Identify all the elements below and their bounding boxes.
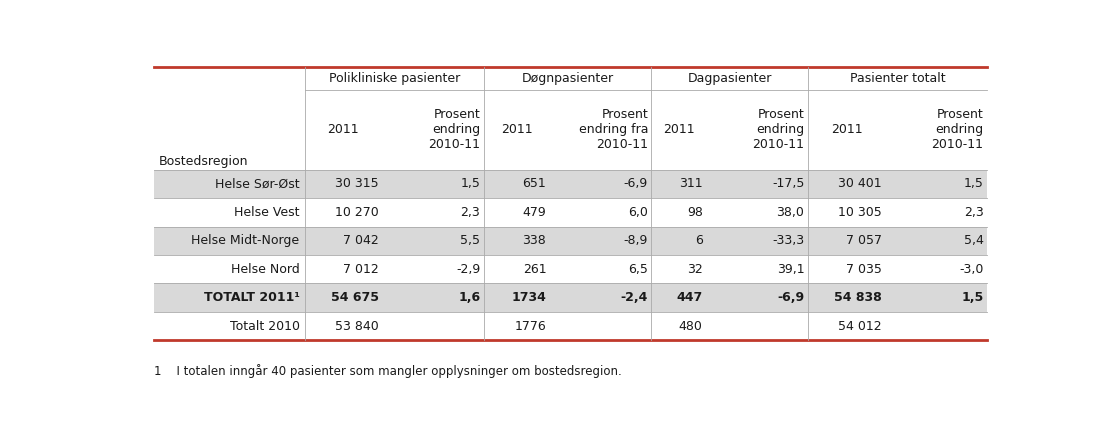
Text: Dagpasienter: Dagpasienter [687,72,772,85]
Text: 6: 6 [695,234,702,247]
Text: -3,0: -3,0 [960,263,984,276]
Text: 480: 480 [679,320,702,333]
Text: 7 057: 7 057 [845,234,882,247]
Text: Pasienter totalt: Pasienter totalt [850,72,945,85]
Text: 1776: 1776 [514,320,546,333]
Text: 54 838: 54 838 [834,291,882,304]
Text: Helse Vest: Helse Vest [234,206,299,219]
Text: Prosent
endring fra
2010-11: Prosent endring fra 2010-11 [578,108,648,151]
Text: 447: 447 [676,291,702,304]
Text: 2,3: 2,3 [461,206,480,219]
Text: 261: 261 [523,263,546,276]
Text: 1,5: 1,5 [964,177,984,190]
Text: 2011: 2011 [663,123,695,136]
Text: -2,9: -2,9 [456,263,480,276]
Bar [154,227,987,255]
Text: 311: 311 [679,177,702,190]
Text: -2,4: -2,4 [620,291,648,304]
Text: 651: 651 [523,177,546,190]
Text: 39,1: 39,1 [777,263,804,276]
Text: 7 035: 7 035 [845,263,882,276]
Text: -17,5: -17,5 [772,177,804,190]
Text: 2011: 2011 [831,123,862,136]
Text: 1734: 1734 [512,291,546,304]
Text: 5,4: 5,4 [964,234,984,247]
Text: Helse Sør-Øst: Helse Sør-Øst [215,177,299,190]
Text: Polikliniske pasienter: Polikliniske pasienter [329,72,460,85]
Text: Prosent
endring
2010-11: Prosent endring 2010-11 [932,108,984,151]
Text: 1,6: 1,6 [459,291,480,304]
Text: -6,9: -6,9 [778,291,804,304]
Bar [154,170,987,198]
Text: 10 305: 10 305 [838,206,882,219]
Text: 54 012: 54 012 [838,320,882,333]
Text: 1    I totalen inngår 40 pasienter som mangler opplysninger om bostedsregion.: 1 I totalen inngår 40 pasienter som mang… [154,364,622,378]
Text: 2011: 2011 [501,123,533,136]
Text: 6,0: 6,0 [628,206,648,219]
Text: 7 042: 7 042 [342,234,379,247]
Text: 30 401: 30 401 [838,177,882,190]
Text: Helse Nord: Helse Nord [230,263,299,276]
Text: 5,5: 5,5 [460,234,480,247]
Text: 338: 338 [523,234,546,247]
Text: -8,9: -8,9 [624,234,648,247]
Text: Bostedsregion: Bostedsregion [160,155,248,168]
Text: 7 012: 7 012 [342,263,379,276]
Text: TOTALT 2011¹: TOTALT 2011¹ [204,291,299,304]
Text: 1,5: 1,5 [962,291,984,304]
Text: Helse Midt-Norge: Helse Midt-Norge [192,234,299,247]
Text: 10 270: 10 270 [335,206,379,219]
Text: 54 675: 54 675 [330,291,379,304]
Text: Døgnpasienter: Døgnpasienter [522,72,614,85]
Text: 479: 479 [523,206,546,219]
Text: -33,3: -33,3 [772,234,804,247]
Text: 30 315: 30 315 [335,177,379,190]
Text: 2,3: 2,3 [964,206,984,219]
Text: 2011: 2011 [328,123,359,136]
Text: 1,5: 1,5 [461,177,480,190]
Text: 53 840: 53 840 [335,320,379,333]
Text: 38,0: 38,0 [777,206,804,219]
Text: 98: 98 [687,206,702,219]
Text: Prosent
endring
2010-11: Prosent endring 2010-11 [752,108,804,151]
Bar [154,283,987,312]
Text: Totalt 2010: Totalt 2010 [229,320,299,333]
Text: Prosent
endring
2010-11: Prosent endring 2010-11 [429,108,480,151]
Text: 6,5: 6,5 [628,263,648,276]
Text: -6,9: -6,9 [624,177,648,190]
Text: 32: 32 [687,263,702,276]
